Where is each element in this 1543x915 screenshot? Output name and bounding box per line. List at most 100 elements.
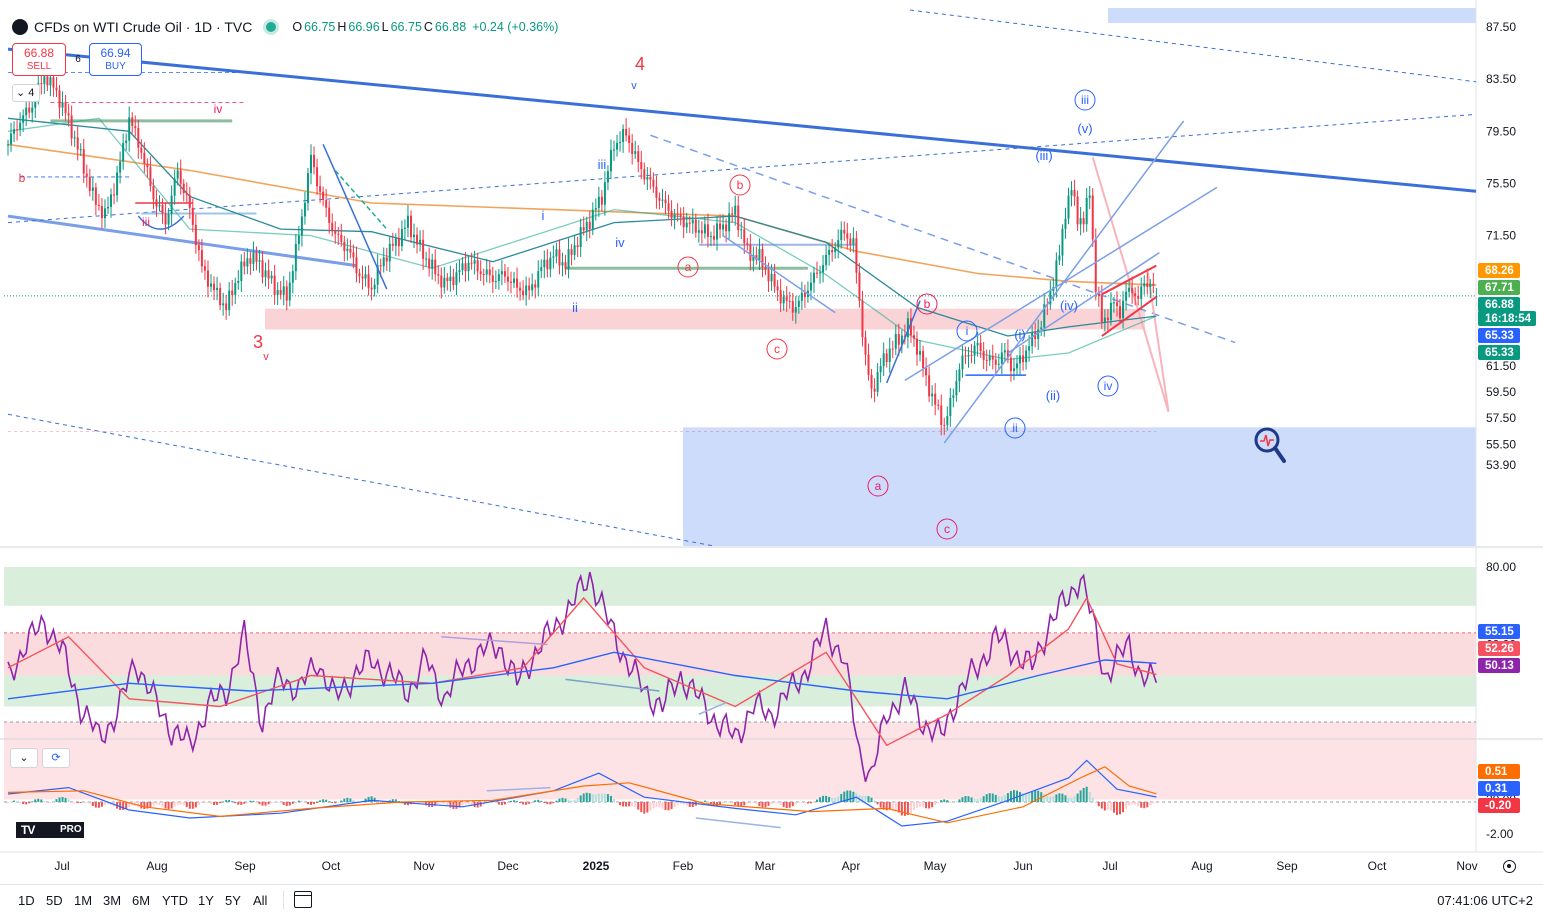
chevron-down-icon: ⌄ [19,752,29,764]
pane-refresh-button[interactable]: ⟳ [42,748,70,768]
macd-histogram-bar [1000,796,1003,802]
macd-histogram-bar [952,802,955,803]
macd-histogram-bar [449,802,452,808]
indicator-collapse-button[interactable]: ⌄ 4 [12,84,40,102]
candle-body [597,196,600,209]
calendar-icon[interactable] [294,891,312,908]
clock-readout[interactable]: 07:41:06 UTC+2 [1437,893,1533,908]
buy-button[interactable]: 66.94 BUY [89,43,142,76]
macd-value: 0.31 [1485,783,1508,795]
pane-collapse-button[interactable]: ⌄ [10,748,38,768]
macd-histogram-bar [849,790,852,802]
price-tag [1478,280,1520,295]
candle-body [797,300,800,307]
candle-body [609,149,612,172]
macd-histogram-bar [1091,797,1094,802]
candle-body [52,77,55,88]
range-1m[interactable]: 1M [74,893,93,908]
candle-body [558,249,561,266]
price-tag-value: 65.33 [1485,330,1514,342]
candle-body [210,283,213,287]
correction-line [722,235,836,314]
range-ytd[interactable]: YTD [162,893,188,908]
macd-histogram-bar [931,802,934,808]
candle-body [906,318,909,338]
macd-histogram-bar [422,802,425,804]
candle-body [243,261,246,267]
candle-body [443,277,446,288]
candle-body [1125,291,1128,301]
candle-body [534,284,537,288]
candle-body [164,213,167,225]
candle-body [1128,287,1131,292]
range-5y[interactable]: 5Y [225,893,241,908]
rsi-line [7,571,1158,782]
macd-histogram-bar [625,802,628,807]
wave-label-circle [1097,375,1119,397]
candle-body [379,265,382,267]
rsi-axis-tick: 80.00 [1486,560,1516,574]
candle-body [946,416,949,426]
arc-drawing [137,215,185,230]
candle-body [367,274,370,288]
macd-histogram-bar [546,802,549,805]
wave-label-circle [677,256,699,278]
macd-histogram-bar [1012,790,1015,802]
macd-histogram-bar [237,802,240,805]
wave-label: (v) [1077,121,1092,136]
macd-histogram-bar [616,802,619,803]
gear-icon[interactable] [1503,860,1516,873]
range-6m[interactable]: 6M [132,893,151,908]
macd-histogram-bar [461,802,464,806]
range-1d[interactable]: 1D [18,893,35,908]
market-status-icon[interactable] [266,22,277,32]
impulse-dash-line [334,169,388,230]
candle-body [822,265,825,273]
candle-body [428,258,431,269]
macd-histogram-bar [373,797,376,802]
macd-histogram-bar [500,802,503,806]
sell-button[interactable]: 66.88 SELL [12,43,66,76]
candle-body [1103,317,1106,323]
macd-histogram-bar [1085,786,1088,802]
range-3m[interactable]: 3M [103,893,122,908]
macd-histogram-bar [531,801,534,803]
tradingview-logo[interactable]: TV PRO [16,822,84,838]
candle-body [203,266,206,271]
chart-title[interactable]: CFDs on WTI Crude Oil · 1D · TVC [34,19,253,35]
macd-histogram-bar [46,802,49,803]
macd-histogram-bar [73,802,76,804]
candle-body [952,395,955,398]
range-all[interactable]: All [253,893,268,908]
candle-body [306,173,309,203]
macd-histogram-bar [846,790,849,802]
candle-body [1152,283,1155,286]
macd-histogram-bar [755,802,758,805]
macd-histogram-bar [946,800,949,802]
candle-body [425,258,428,260]
candle-body [55,87,58,91]
macd-histogram-bar [31,801,34,803]
candle-body [628,135,631,143]
rsi-oversold-zone [4,722,1476,800]
zone-layer [4,8,1476,800]
macd-histogram-bar [119,802,122,810]
candle-body [1140,286,1143,299]
ohlc-legend: O 66.75 H 66.96 L 66.75 C 66.88 +0.24 (+0.36… [292,20,558,34]
candle-body [613,149,615,151]
candle-body [973,345,976,356]
macd-histogram-bar [37,798,40,802]
macd-histogram-bar [1034,790,1037,802]
macd-histogram-bar [328,801,331,803]
candle-body [819,272,822,274]
macd-histogram-bar [352,800,355,802]
candle-body [355,257,358,274]
macd-histogram-bar [731,802,734,804]
range-5d[interactable]: 5D [46,893,63,908]
macd-histogram-bar [140,802,143,809]
drawing-layer[interactable] [7,47,1477,463]
candle-body [576,245,579,248]
candle-body [737,205,740,231]
range-1y[interactable]: 1Y [198,893,214,908]
